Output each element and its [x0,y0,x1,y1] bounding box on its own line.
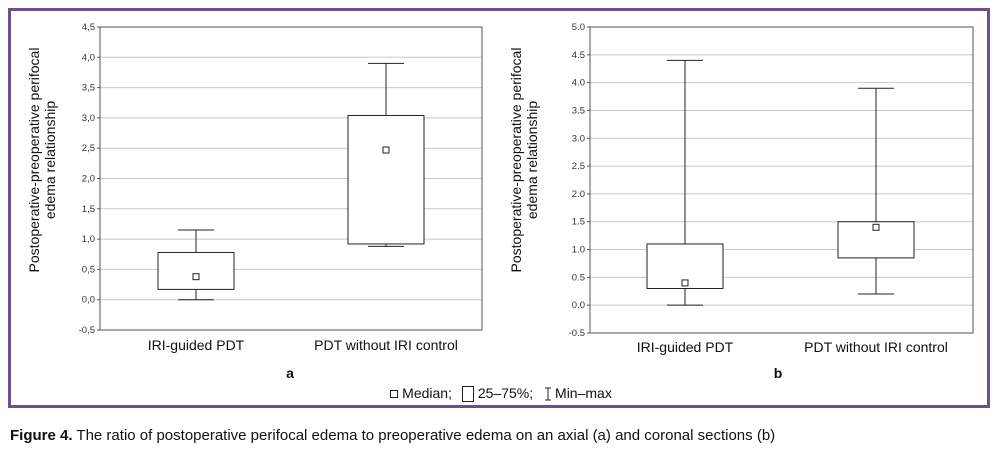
caption-text: The ratio of postoperative perifocal ede… [76,427,776,444]
figure-frame [8,8,990,408]
category-label: PDT without IRI control [314,337,458,353]
y-tick-label: -0,5 [79,325,95,336]
figure-caption: Figure 4. The ratio of postoperative per… [10,427,775,444]
y-tick-label: 2,5 [82,143,95,154]
y-tick-label: 4,5 [82,22,95,33]
legend: Median; 25–75%; Min–max [0,385,1002,403]
y-tick-label: 1.0 [572,245,585,256]
y-tick-label: 2.5 [572,161,585,172]
panel-a-ylabel-line2: edema relationship [42,101,58,220]
legend-median-label: Median; [402,385,452,401]
panel-b-ylabel: Postoperative-preoperative perifocal [508,48,524,273]
category-label: PDT without IRI control [804,339,948,355]
y-tick-label: -0.5 [569,328,585,339]
y-tick-label: 1,0 [82,234,95,245]
panel-a-letter: a [286,365,294,381]
panel-a-ylabel: Postoperative-preoperative perifocal [26,48,42,273]
y-tick-label: 3,5 [82,83,95,94]
box-legend-icon [461,386,474,403]
panel-b-letter: b [774,365,783,381]
y-tick-label: 3.0 [572,133,585,144]
box-2 [837,87,915,295]
iqr-box [157,251,235,290]
median-marker [192,273,200,281]
y-tick-label: 3.5 [572,105,585,116]
median-marker [382,146,390,154]
y-tick-label: 5.0 [572,22,585,33]
plot-area [99,26,483,331]
y-tick-label: 0,5 [82,264,95,275]
y-tick-label: 0,0 [82,295,95,306]
panel-a-chart: Postoperative-preoperative perifocal ede… [26,22,483,353]
y-tick-label: 1,5 [82,204,95,215]
box-2 [347,62,425,247]
iqr-box [347,114,425,245]
y-tick-label: 0.5 [572,272,585,283]
whisker-legend-icon [545,387,552,401]
y-tick-label: 2.0 [572,189,585,200]
y-tick-label: 4.5 [572,50,585,61]
panel-b-chart: Postoperative-preoperative perifocal ede… [508,22,974,355]
box-1 [646,59,724,306]
figure-charts: Postoperative-preoperative perifocal ede… [26,22,974,381]
category-label: IRI-guided PDT [637,339,734,355]
median-legend-icon [390,390,399,399]
category-label: IRI-guided PDT [148,337,245,353]
panel-b-ylabel-line2: edema relationship [524,101,540,220]
median-marker [681,279,689,287]
y-tick-label: 3,0 [82,113,95,124]
y-tick-label: 2,0 [82,174,95,185]
median-marker [872,223,880,231]
legend-box-label: 25–75%; [477,385,534,401]
y-tick-label: 4,0 [82,52,95,63]
plot-area [589,26,974,334]
y-tick-label: 4.0 [572,78,585,89]
legend-whisker-label: Min–max [555,385,612,401]
box-1 [157,229,235,301]
y-tick-label: 0.0 [572,300,585,311]
y-tick-label: 1.5 [572,217,585,228]
caption-label: Figure 4. [10,427,73,444]
